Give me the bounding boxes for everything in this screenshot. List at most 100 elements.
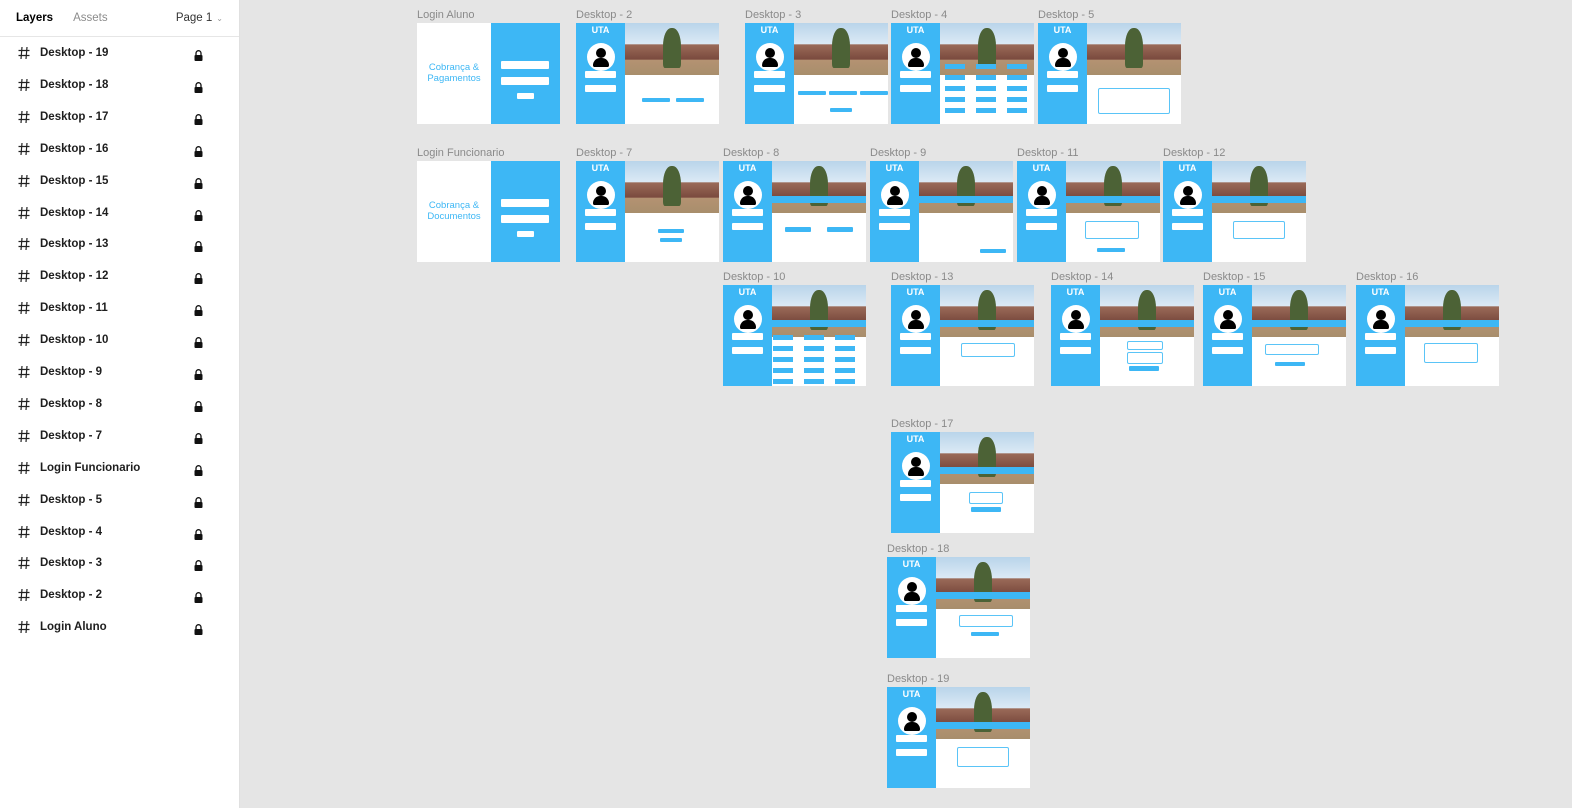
cpf-input[interactable] [501,61,549,69]
action-button[interactable] [658,229,684,233]
action-button[interactable] [829,91,857,95]
grid-cell[interactable] [1007,75,1027,80]
grid-cell[interactable] [945,108,965,113]
frame-label[interactable]: Desktop - 5 [1038,9,1095,21]
login-button[interactable] [517,93,534,99]
frame-d3[interactable]: UTA [745,23,888,124]
content-card[interactable] [1085,221,1139,239]
frame-d18[interactable]: UTA [887,557,1030,658]
grid-cell[interactable] [835,335,855,340]
action-button[interactable] [827,227,853,232]
grid-cell[interactable] [1007,86,1027,91]
frame-label[interactable]: Desktop - 9 [870,147,927,159]
content-card[interactable] [959,615,1013,627]
layer-item[interactable]: Desktop - 8 [0,389,239,419]
layer-item[interactable]: Login Aluno [0,612,239,642]
tab-assets[interactable]: Assets [73,12,108,24]
layer-item[interactable]: Desktop - 19 [0,38,239,68]
action-button[interactable] [676,98,704,102]
lock-icon[interactable] [194,208,203,221]
action-button[interactable] [971,632,999,636]
grid-cell[interactable] [945,86,965,91]
frame-d11[interactable]: UTA [1017,161,1160,262]
lock-icon[interactable] [194,335,203,349]
grid-cell[interactable] [773,346,793,351]
grid-cell[interactable] [773,335,793,340]
lock-icon[interactable] [194,367,203,380]
grid-cell[interactable] [804,379,824,384]
action-button[interactable] [1129,366,1159,371]
frame-label[interactable]: Desktop - 19 [887,673,950,685]
frame-label[interactable]: Desktop - 13 [891,271,954,283]
action-button[interactable] [860,91,888,95]
lock-icon[interactable] [194,399,203,412]
frame-label[interactable]: Desktop - 8 [723,147,780,159]
grid-cell[interactable] [1007,64,1027,69]
grid-cell[interactable] [804,346,824,351]
frame-d15[interactable]: UTA [1203,285,1346,386]
layer-item[interactable]: Desktop - 16 [0,134,239,164]
layer-item[interactable]: Desktop - 11 [0,293,239,323]
action-button[interactable] [1097,248,1125,252]
action-button[interactable] [980,249,1006,253]
page-selector[interactable]: Page 1 ⌄ [176,12,223,24]
grid-cell[interactable] [976,97,996,102]
grid-cell[interactable] [773,357,793,362]
lock-icon[interactable] [194,144,203,157]
layer-item[interactable]: Desktop - 2 [0,580,239,610]
frame-label[interactable]: Desktop - 12 [1163,147,1226,159]
grid-cell[interactable] [976,108,996,113]
layer-item[interactable]: Desktop - 14 [0,198,239,228]
frame-d14[interactable]: UTA [1051,285,1194,386]
frame-label[interactable]: Desktop - 17 [891,418,954,430]
grid-cell[interactable] [835,368,855,373]
grid-cell[interactable] [945,97,965,102]
frame-d9[interactable]: UTA [870,161,1013,262]
content-card[interactable] [1233,221,1285,239]
grid-cell[interactable] [1007,97,1027,102]
grid-cell[interactable] [804,368,824,373]
frame-label[interactable]: Desktop - 7 [576,147,633,159]
grid-cell[interactable] [804,357,824,362]
frame-d19[interactable]: UTA [887,687,1030,788]
action-button[interactable] [642,98,670,102]
action-button[interactable] [1275,362,1305,366]
action-button[interactable] [798,91,826,95]
frame-d17[interactable]: UTA [891,432,1034,533]
layer-item[interactable]: Desktop - 5 [0,485,239,515]
grid-cell[interactable] [945,75,965,80]
lock-icon[interactable] [194,271,203,285]
frame-d13[interactable]: UTA [891,285,1034,386]
action-button[interactable] [660,238,682,242]
layer-item[interactable]: Desktop - 4 [0,517,239,547]
layer-item[interactable]: Desktop - 18 [0,70,239,100]
action-button[interactable] [785,227,811,232]
action-button[interactable] [830,108,852,112]
lock-icon[interactable] [194,463,203,476]
password-input[interactable] [501,77,549,85]
frame-login_func[interactable]: Cobrança & Documentos [417,161,560,262]
action-button[interactable] [971,507,1001,512]
frame-label[interactable]: Desktop - 15 [1203,271,1266,283]
lock-icon[interactable] [194,527,203,540]
cpf-input[interactable] [501,199,549,207]
frame-label[interactable]: Desktop - 14 [1051,271,1114,283]
frame-d16[interactable]: UTA [1356,285,1499,386]
frame-d5[interactable]: UTA [1038,23,1181,124]
grid-cell[interactable] [835,379,855,384]
content-card[interactable] [1265,344,1319,355]
content-card[interactable] [1424,343,1478,363]
grid-cell[interactable] [773,368,793,373]
frame-label[interactable]: Desktop - 11 [1017,147,1079,159]
frame-d8[interactable]: UTA [723,161,866,262]
password-input[interactable] [501,215,549,223]
frame-d4[interactable]: UTA [891,23,1034,124]
frame-label[interactable]: Desktop - 16 [1356,271,1419,283]
grid-cell[interactable] [976,86,996,91]
grid-cell[interactable] [773,379,793,384]
frame-label[interactable]: Login Funcionario [417,147,505,159]
grid-cell[interactable] [804,335,824,340]
frame-d12[interactable]: UTA [1163,161,1306,262]
design-canvas[interactable]: Login Aluno Cobrança & Pagamentos Desktop -… [240,0,1572,808]
content-card[interactable] [1127,341,1163,350]
